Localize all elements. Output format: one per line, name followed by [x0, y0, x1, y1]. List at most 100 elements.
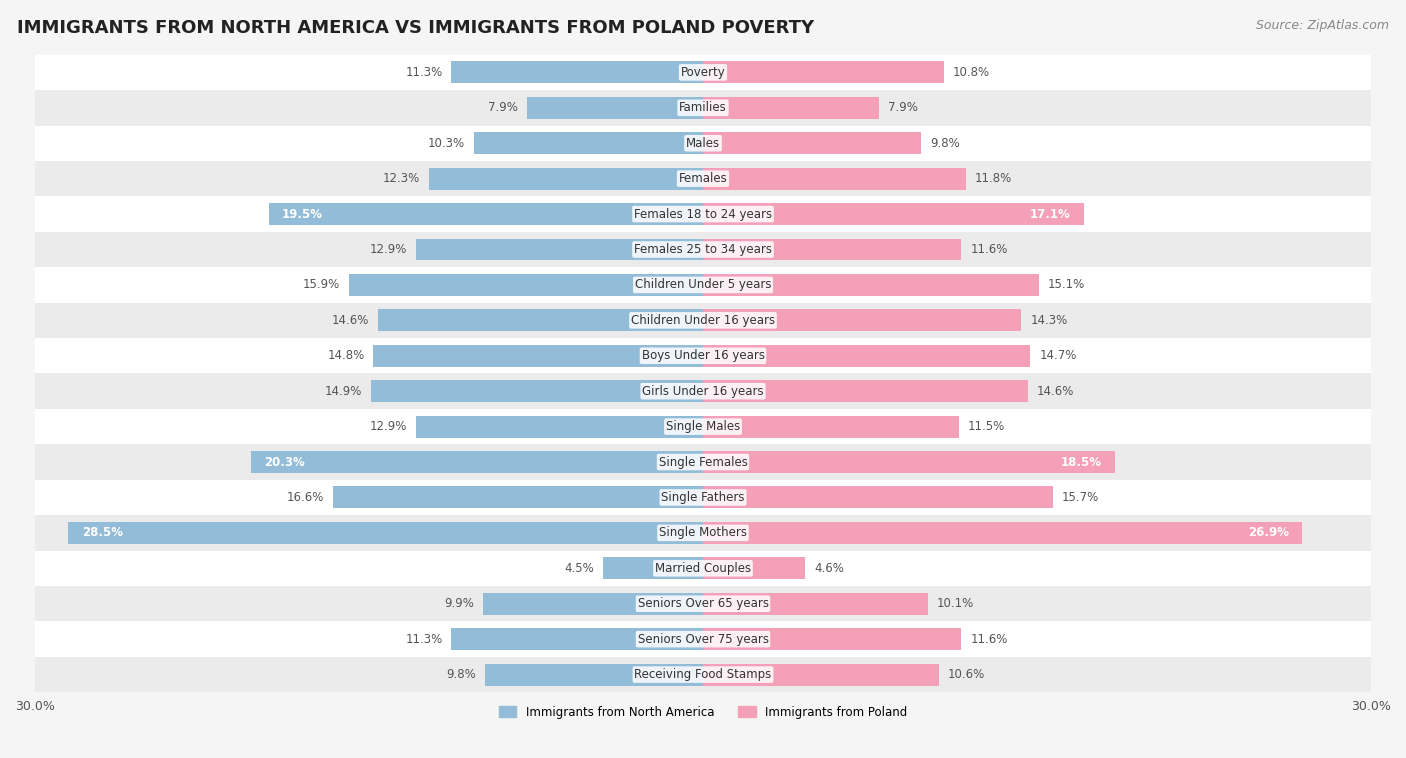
- Bar: [416, 239, 703, 261]
- Bar: [703, 487, 1053, 509]
- Bar: [269, 203, 703, 225]
- Bar: [35, 302, 1371, 338]
- Text: 11.3%: 11.3%: [405, 633, 443, 646]
- Text: Children Under 16 years: Children Under 16 years: [631, 314, 775, 327]
- Bar: [703, 168, 966, 190]
- Bar: [333, 487, 703, 509]
- Text: 26.9%: 26.9%: [1247, 526, 1289, 540]
- Bar: [482, 593, 703, 615]
- Text: 14.9%: 14.9%: [325, 385, 363, 398]
- Text: Source: ZipAtlas.com: Source: ZipAtlas.com: [1256, 19, 1389, 32]
- Bar: [703, 381, 1028, 402]
- Bar: [703, 132, 921, 154]
- Bar: [703, 451, 1115, 473]
- Text: 15.7%: 15.7%: [1062, 491, 1098, 504]
- Bar: [35, 550, 1371, 586]
- Bar: [703, 557, 806, 579]
- Bar: [429, 168, 703, 190]
- Text: Boys Under 16 years: Boys Under 16 years: [641, 349, 765, 362]
- Text: Children Under 5 years: Children Under 5 years: [634, 278, 772, 291]
- Text: Poverty: Poverty: [681, 66, 725, 79]
- Bar: [703, 97, 879, 119]
- Text: 11.5%: 11.5%: [967, 420, 1005, 433]
- Bar: [703, 274, 1039, 296]
- Text: 11.6%: 11.6%: [970, 243, 1008, 256]
- Bar: [69, 522, 703, 544]
- Bar: [378, 309, 703, 331]
- Bar: [703, 593, 928, 615]
- Text: 4.6%: 4.6%: [814, 562, 844, 575]
- Bar: [703, 415, 959, 437]
- Bar: [35, 374, 1371, 409]
- Bar: [703, 309, 1021, 331]
- Bar: [35, 409, 1371, 444]
- Bar: [35, 268, 1371, 302]
- Text: Seniors Over 75 years: Seniors Over 75 years: [637, 633, 769, 646]
- Text: 15.9%: 15.9%: [302, 278, 340, 291]
- Legend: Immigrants from North America, Immigrants from Poland: Immigrants from North America, Immigrant…: [494, 701, 912, 723]
- Bar: [703, 522, 1302, 544]
- Text: 14.6%: 14.6%: [1038, 385, 1074, 398]
- Text: 10.3%: 10.3%: [427, 136, 465, 150]
- Bar: [703, 61, 943, 83]
- Text: 28.5%: 28.5%: [82, 526, 122, 540]
- Bar: [35, 196, 1371, 232]
- Bar: [371, 381, 703, 402]
- Bar: [35, 515, 1371, 550]
- Text: 14.6%: 14.6%: [332, 314, 368, 327]
- Text: 10.6%: 10.6%: [948, 668, 986, 681]
- Text: 12.9%: 12.9%: [370, 420, 406, 433]
- Text: Females 25 to 34 years: Females 25 to 34 years: [634, 243, 772, 256]
- Bar: [485, 663, 703, 685]
- Bar: [35, 338, 1371, 374]
- Bar: [35, 161, 1371, 196]
- Text: 18.5%: 18.5%: [1060, 456, 1102, 468]
- Text: Seniors Over 65 years: Seniors Over 65 years: [637, 597, 769, 610]
- Text: 11.6%: 11.6%: [970, 633, 1008, 646]
- Text: 4.5%: 4.5%: [564, 562, 593, 575]
- Text: 7.9%: 7.9%: [488, 102, 519, 114]
- Text: 17.1%: 17.1%: [1029, 208, 1070, 221]
- Bar: [474, 132, 703, 154]
- Text: 14.3%: 14.3%: [1031, 314, 1067, 327]
- Text: Families: Families: [679, 102, 727, 114]
- Bar: [349, 274, 703, 296]
- Text: Single Males: Single Males: [666, 420, 740, 433]
- Bar: [451, 61, 703, 83]
- Bar: [35, 444, 1371, 480]
- Bar: [603, 557, 703, 579]
- Text: Females 18 to 24 years: Females 18 to 24 years: [634, 208, 772, 221]
- Text: Girls Under 16 years: Girls Under 16 years: [643, 385, 763, 398]
- Bar: [250, 451, 703, 473]
- Bar: [35, 55, 1371, 90]
- Text: Single Fathers: Single Fathers: [661, 491, 745, 504]
- Text: Receiving Food Stamps: Receiving Food Stamps: [634, 668, 772, 681]
- Text: 16.6%: 16.6%: [287, 491, 325, 504]
- Text: 20.3%: 20.3%: [264, 456, 305, 468]
- Bar: [35, 622, 1371, 657]
- Bar: [374, 345, 703, 367]
- Bar: [35, 657, 1371, 692]
- Text: Single Females: Single Females: [658, 456, 748, 468]
- Bar: [35, 586, 1371, 622]
- Text: Married Couples: Married Couples: [655, 562, 751, 575]
- Bar: [703, 628, 962, 650]
- Text: Males: Males: [686, 136, 720, 150]
- Bar: [416, 415, 703, 437]
- Text: 11.8%: 11.8%: [974, 172, 1012, 185]
- Text: 11.3%: 11.3%: [405, 66, 443, 79]
- Bar: [527, 97, 703, 119]
- Text: Single Mothers: Single Mothers: [659, 526, 747, 540]
- Text: 19.5%: 19.5%: [283, 208, 323, 221]
- Text: Females: Females: [679, 172, 727, 185]
- Bar: [451, 628, 703, 650]
- Text: 14.8%: 14.8%: [328, 349, 364, 362]
- Text: 9.8%: 9.8%: [931, 136, 960, 150]
- Bar: [35, 480, 1371, 515]
- Bar: [703, 203, 1084, 225]
- Bar: [35, 232, 1371, 268]
- Bar: [703, 345, 1031, 367]
- Text: 9.9%: 9.9%: [444, 597, 474, 610]
- Bar: [703, 663, 939, 685]
- Text: 12.9%: 12.9%: [370, 243, 406, 256]
